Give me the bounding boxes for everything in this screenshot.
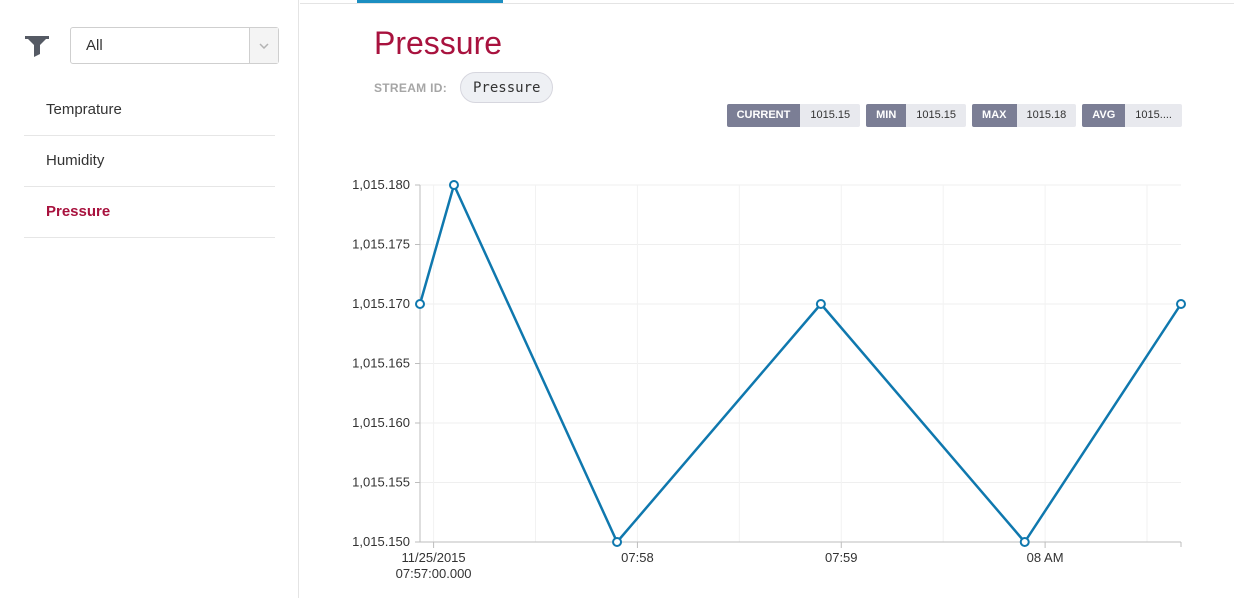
x-tick-label: 07:59 <box>825 550 858 565</box>
sidebar: All Temprature Humidity Pressure <box>0 0 299 598</box>
data-point <box>1019 537 1030 547</box>
stream-id-label: STREAM ID: <box>374 81 447 95</box>
stream-id-badge: Pressure <box>460 72 554 103</box>
sidebar-item-temprature[interactable]: Temprature <box>24 85 275 136</box>
page-title: Pressure <box>374 25 503 61</box>
series-line <box>418 183 1183 544</box>
stat-current-key: CURRENT <box>726 104 801 127</box>
stat-max-value: 1015.18 <box>1016 104 1077 127</box>
top-divider <box>300 3 1234 4</box>
stat-max-key: MAX <box>972 104 1017 127</box>
y-tick-label: 1,015.165 <box>352 356 410 371</box>
data-point <box>448 180 459 190</box>
data-point <box>415 299 425 309</box>
stat-min: MIN 1015.15 <box>866 104 967 127</box>
x-tick-label: 08 AM <box>1027 550 1064 565</box>
stat-min-value: 1015.15 <box>906 104 967 127</box>
sidebar-item-pressure[interactable]: Pressure <box>24 187 275 238</box>
filter-row: All <box>24 27 279 64</box>
stat-avg-value: 1015.... <box>1125 104 1182 127</box>
data-point <box>612 537 623 547</box>
stat-avg: AVG 1015.... <box>1082 104 1182 127</box>
stat-current-value: 1015.15 <box>800 104 861 127</box>
filter-select-value: All <box>86 37 103 54</box>
y-tick-label: 1,015.160 <box>352 415 410 430</box>
y-tick-label: 1,015.170 <box>352 296 410 311</box>
stream-list: Temprature Humidity Pressure <box>24 85 275 238</box>
y-tick-label: 1,015.175 <box>352 237 410 252</box>
data-point <box>815 299 826 309</box>
x-tick-label: 07:58 <box>621 550 654 565</box>
x-tick-label: 07:57:00.000 <box>396 566 472 581</box>
stat-min-key: MIN <box>866 104 907 127</box>
pressure-line-chart: 1,015.150 1,015.155 1,015.160 1,015.165 1,01… <box>352 177 1186 581</box>
sidebar-item-humidity[interactable]: Humidity <box>24 136 275 187</box>
filter-select[interactable]: All <box>70 27 279 64</box>
data-point <box>1176 299 1186 309</box>
chevron-down-icon[interactable] <box>249 28 278 63</box>
filter-icon[interactable] <box>24 34 50 58</box>
stat-avg-key: AVG <box>1082 104 1126 127</box>
stat-max: MAX 1015.18 <box>972 104 1077 127</box>
y-tick-label: 1,015.150 <box>352 534 410 549</box>
stat-current: CURRENT 1015.15 <box>726 104 861 127</box>
x-tick-label: 11/25/2015 <box>402 550 466 565</box>
active-tab-indicator <box>357 0 503 3</box>
y-tick-label: 1,015.180 <box>352 177 410 192</box>
y-tick-label: 1,015.155 <box>352 475 410 490</box>
stats-bar: CURRENT 1015.15 MIN 1015.15 MAX 1015.18 … <box>726 104 1182 127</box>
